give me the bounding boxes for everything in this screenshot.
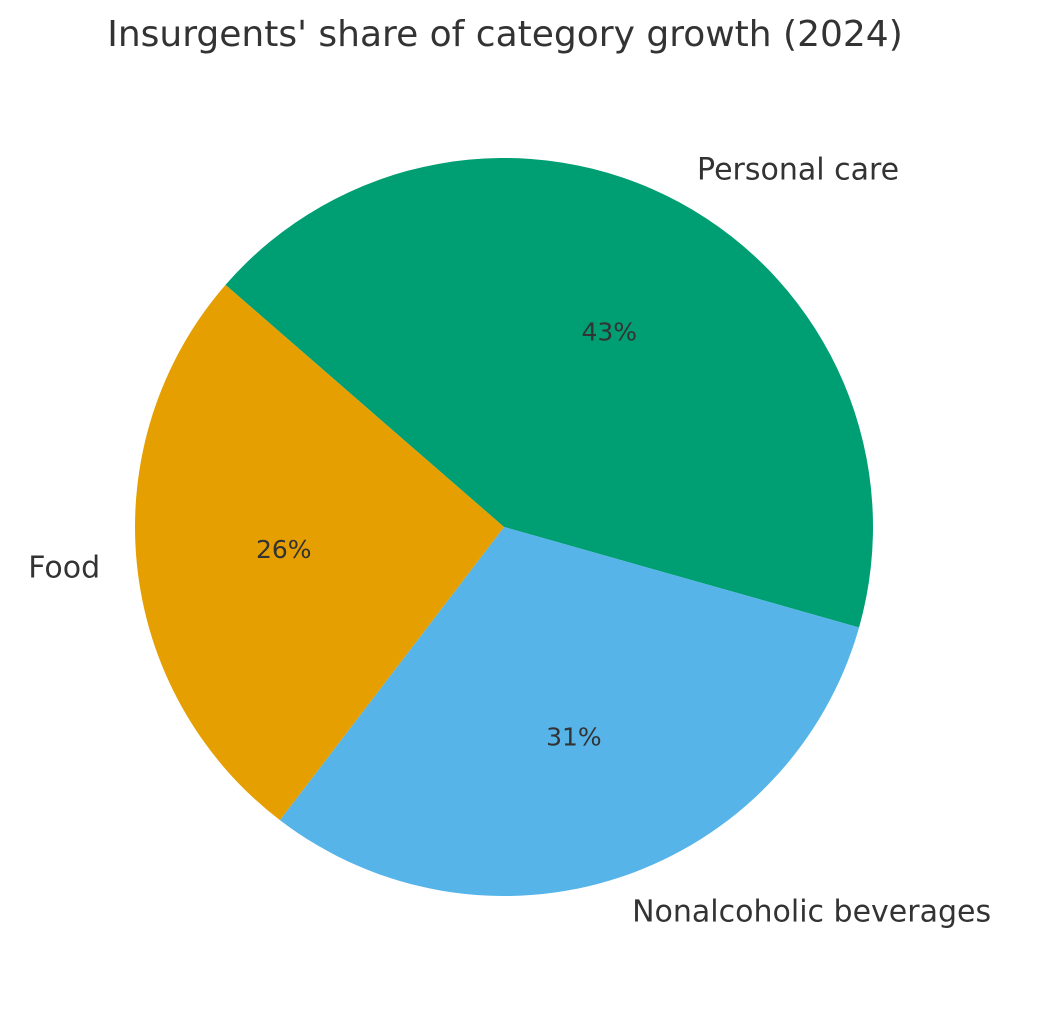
pie-slice-nonalcoholic-beverages: [279, 527, 860, 896]
category-label-food: Food: [28, 551, 100, 586]
pct-label-food: 26%: [256, 535, 312, 564]
pie-labels: 43% Personal care 31% Nonalcoholic beverage…: [28, 152, 991, 929]
chart-title: Insurgents' share of category growth (20…: [107, 14, 903, 55]
pie-slices: [135, 158, 874, 896]
category-label-nonalcoholic-beverages: Nonalcoholic beverages: [632, 895, 991, 930]
pie-slice-food: [135, 284, 504, 821]
pct-label-personal-care: 43%: [582, 318, 638, 347]
pct-label-nonalcoholic-beverages: 31%: [546, 723, 602, 752]
category-label-personal-care: Personal care: [697, 152, 899, 187]
pie-slice-personal-care: [225, 158, 874, 628]
